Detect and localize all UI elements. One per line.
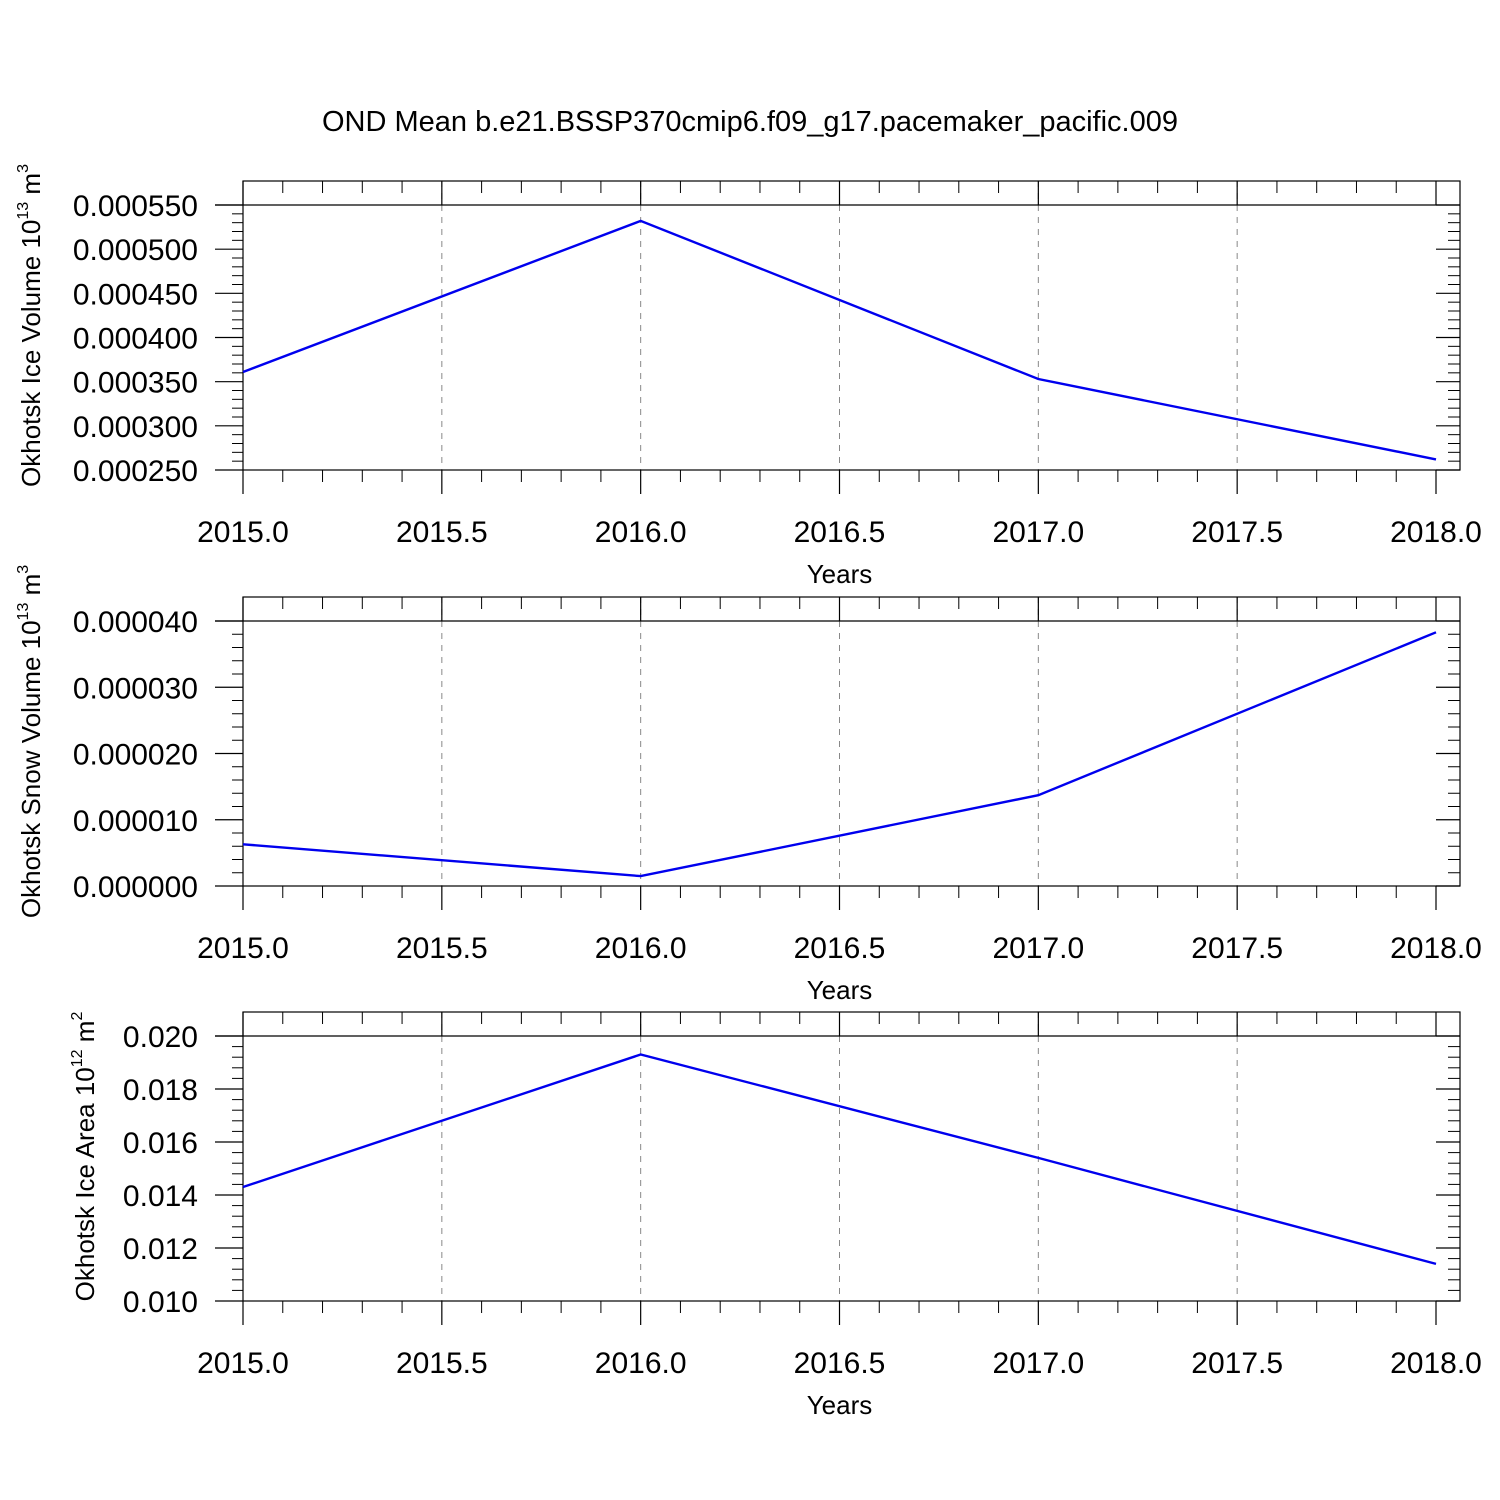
y-tick-label: 0.000020: [73, 739, 198, 772]
y-axis-label-exponent: 12: [69, 1049, 86, 1067]
y-axis-label-exponent: 13: [15, 603, 32, 621]
y-axis-label-unit: m: [70, 1021, 100, 1050]
y-tick-label: 0.000450: [73, 278, 198, 311]
x-tick-label: 2015.5: [396, 932, 488, 965]
x-tick-label: 2017.0: [992, 1347, 1084, 1380]
y-tick-label: 0.014: [123, 1180, 198, 1213]
x-tick-label: 2018.0: [1390, 516, 1482, 549]
y-axis-label: Okhotsk Ice Area 1012 m2: [69, 1012, 100, 1302]
x-axis-label: Years: [807, 559, 873, 589]
x-tick-label: 2017.0: [992, 932, 1084, 965]
y-tick-label: 0.000300: [73, 411, 198, 444]
y-axis-label-exponent: 13: [15, 202, 32, 220]
y-axis-label-unit-exponent: 2: [69, 1012, 86, 1021]
y-axis-label: Okhotsk Ice Volume 1013 m3: [15, 164, 46, 487]
x-tick-label: 2018.0: [1390, 1347, 1482, 1380]
series-line: [242, 1053, 1437, 1266]
y-axis-label-unit-exponent: 3: [15, 565, 32, 574]
series-line: [242, 219, 1437, 461]
x-tick-label: 2015.0: [197, 516, 289, 549]
y-axis-label-unit-exponent: 3: [15, 164, 32, 173]
y-tick-label: 0.000010: [73, 805, 198, 838]
x-tick-label: 2016.0: [595, 1347, 687, 1380]
x-tick-label: 2015.5: [396, 516, 488, 549]
y-tick-label: 0.020: [123, 1021, 198, 1054]
x-tick-label: 2016.0: [595, 516, 687, 549]
x-tick-label: 2016.5: [794, 932, 886, 965]
y-tick-label: 0.000350: [73, 367, 198, 400]
x-axis-label: Years: [807, 1390, 873, 1420]
y-tick-label: 0.000550: [73, 190, 198, 223]
x-tick-label: 2015.0: [197, 1347, 289, 1380]
plot-frame: [242, 596, 1461, 887]
y-tick-label: 0.000400: [73, 323, 198, 356]
y-axis-label: Okhotsk Snow Volume 1013 m3: [15, 565, 46, 918]
plot-frame: [242, 1011, 1461, 1302]
chart-panels: 0.000250 0.000300 0.000350 0.000400 0.000450…: [15, 164, 1482, 1420]
y-tick-label: 0.010: [123, 1286, 198, 1319]
x-tick-label: 2018.0: [1390, 932, 1482, 965]
panel-2: 0.000000 0.000010 0.000020 0.000030 0.000040…: [15, 565, 1482, 1005]
y-tick-label: 0.018: [123, 1074, 198, 1107]
y-tick-label: 0.000250: [73, 455, 198, 488]
plot-frame: [242, 180, 1461, 471]
y-tick-label: 0.000040: [73, 606, 198, 639]
panel-1: 0.000250 0.000300 0.000350 0.000400 0.000450…: [15, 164, 1482, 589]
x-tick-label: 2017.0: [992, 516, 1084, 549]
x-tick-label: 2016.5: [794, 516, 886, 549]
y-tick-label: 0.000000: [73, 871, 198, 904]
y-tick-label: 0.016: [123, 1127, 198, 1160]
y-axis-label-text: Okhotsk Ice Area 10: [70, 1067, 100, 1301]
figure-title: OND Mean b.e21.BSSP370cmip6.f09_g17.pace…: [322, 106, 1178, 138]
panel-3: 0.010 0.012 0.014 0.016 0.018 0.020 2015.0 2015…: [69, 1011, 1482, 1420]
x-tick-label: 2015.0: [197, 932, 289, 965]
x-tick-label: 2017.5: [1191, 1347, 1283, 1380]
x-tick-label: 2017.5: [1191, 932, 1283, 965]
y-axis-label-text: Okhotsk Snow Volume 10: [16, 620, 46, 918]
y-tick-label: 0.000500: [73, 234, 198, 267]
x-tick-label: 2017.5: [1191, 516, 1283, 549]
y-tick-label: 0.000030: [73, 672, 198, 705]
y-axis-label-unit: m: [16, 574, 46, 603]
y-axis-label-text: Okhotsk Ice Volume 10: [16, 220, 46, 487]
x-axis-label: Years: [807, 975, 873, 1005]
x-tick-label: 2016.5: [794, 1347, 886, 1380]
y-tick-label: 0.012: [123, 1233, 198, 1266]
x-tick-label: 2015.5: [396, 1347, 488, 1380]
y-axis-label-unit: m: [16, 173, 46, 202]
x-tick-label: 2016.0: [595, 932, 687, 965]
series-line: [242, 631, 1437, 878]
